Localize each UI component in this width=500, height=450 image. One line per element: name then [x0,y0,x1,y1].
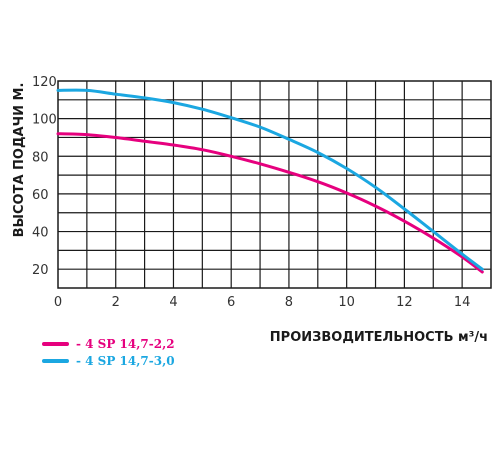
x-axis-label: ПРОИЗВОДИТЕЛЬНОСТЬ м³/ч [270,330,488,345]
y-tick-label: 60 [32,188,49,203]
y-tick-label: 20 [32,263,49,278]
x-tick-labels: 0 2 4 6 8 10 12 14 [54,295,471,310]
x-tick-label: 12 [396,295,413,310]
legend-label-1: - 4 SP 14,7-2,2 [76,337,175,351]
x-tick-label: 10 [338,295,355,310]
x-tick-label: 6 [227,295,235,310]
series-lines [56,88,484,274]
y-axis-label: ВЫСОТА ПОДАЧИ М. [12,83,27,238]
y-tick-label: 40 [32,226,49,241]
series-line-1 [56,132,484,274]
x-tick-label: 0 [54,295,62,310]
y-tick-labels: 20 40 60 80 100 120 [32,75,57,278]
x-tick-label: 2 [112,295,120,310]
plot-frame [57,80,492,289]
x-tick-label: 8 [285,295,293,310]
series-line-2 [56,88,484,271]
legend-label-2: - 4 SP 14,7-3,0 [76,354,175,368]
x-tick-label: 4 [169,295,177,310]
y-tick-label: 120 [32,75,57,90]
legend: - 4 SP 14,7-2,2 - 4 SP 14,7-3,0 [42,337,175,368]
y-tick-label: 100 [32,113,57,128]
x-tick-label: 14 [454,295,471,310]
y-tick-label: 80 [32,150,49,165]
grid [58,81,491,288]
